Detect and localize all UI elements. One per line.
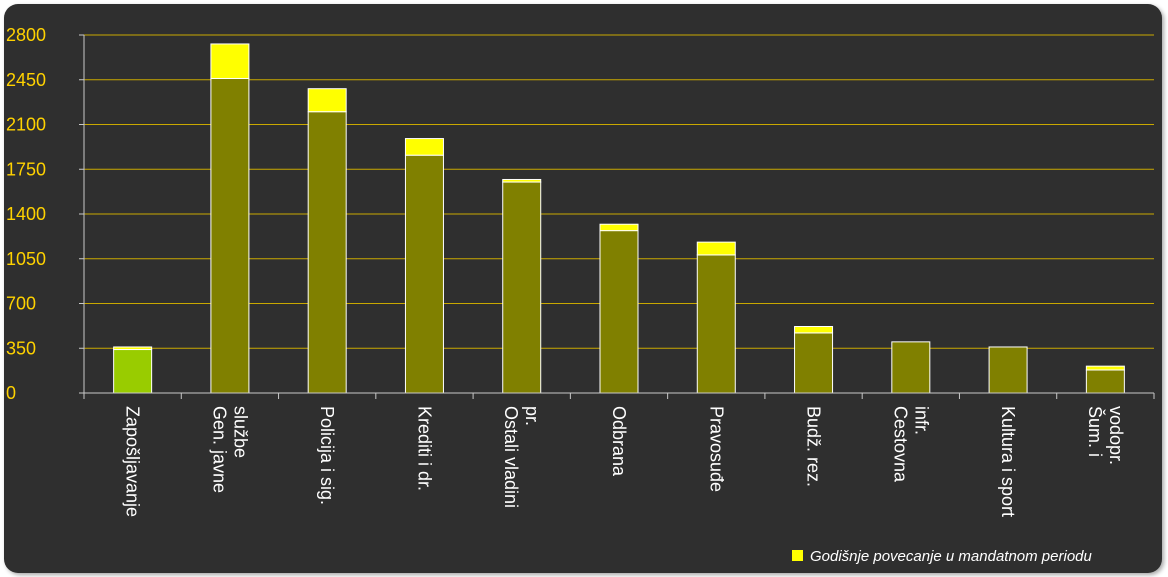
bar-increase	[210, 43, 250, 79]
bar-base	[1085, 369, 1125, 394]
category-label: Policija i sig.	[317, 406, 337, 505]
category-label-line: Budž. rez.	[804, 406, 824, 487]
category-label-line: Šum. i	[1085, 406, 1106, 457]
category-label-line: Kultura i sport	[998, 406, 1018, 517]
category-labels: Zapošljavanje Gen. javneslužbe Policija i …	[123, 406, 1126, 517]
legend: Godišnje povecanje u mandatnom periodu	[792, 548, 1093, 565]
bar-increase	[696, 241, 736, 256]
category-label-line: Zapošljavanje	[123, 406, 143, 517]
category-label-line: službe	[230, 406, 250, 458]
bar-base	[794, 332, 834, 394]
bar-base	[988, 346, 1028, 394]
category-label-line: Gen. javne	[209, 406, 229, 493]
category-label: Zapošljavanje	[123, 406, 143, 517]
category-label: Ostali vladinipr.	[501, 406, 542, 508]
y-tick-label: 1400	[6, 204, 46, 224]
chart-panel: 0 350 700 1050 1400 1750 2100 2450 2800 Zapošlja…	[4, 4, 1162, 573]
bar-base	[307, 111, 347, 394]
legend-swatch	[792, 550, 803, 561]
bar-base	[891, 341, 931, 394]
bars	[113, 43, 1125, 394]
category-label: Gen. javneslužbe	[209, 406, 250, 493]
legend-label: Godišnje povecanje u mandatnom periodu	[810, 548, 1093, 565]
category-label-line: Odbrana	[609, 406, 629, 477]
category-label-line: Pravosuđe	[706, 406, 726, 492]
category-label-line: infr.	[911, 406, 931, 435]
bar-increase	[1085, 365, 1125, 371]
category-label: Cestovnainfr.	[890, 406, 931, 483]
category-label-line: Cestovna	[890, 406, 910, 483]
y-tick-label: 700	[6, 294, 36, 314]
y-tick-label: 2450	[6, 70, 46, 90]
category-label: Budž. rez.	[804, 406, 824, 487]
category-label-line: Ostali vladini	[501, 406, 521, 508]
bar-chart: 0 350 700 1050 1400 1750 2100 2450 2800 Zapošlja…	[6, 25, 1155, 565]
bar-increase	[404, 138, 444, 156]
category-label: Krediti i dr.	[414, 406, 434, 491]
bar-increase	[794, 326, 834, 334]
category-label-line: vodopr.	[1106, 406, 1126, 465]
y-tick-label: 350	[6, 338, 36, 358]
y-tick-label: 0	[6, 383, 16, 403]
bar-base	[599, 230, 639, 394]
bar-base	[502, 181, 542, 394]
y-tick-label: 1050	[6, 249, 46, 269]
category-label-line: Policija i sig.	[317, 406, 337, 505]
category-label: Odbrana	[609, 406, 629, 477]
category-label-line: Krediti i dr.	[414, 406, 434, 491]
bar-base	[696, 254, 736, 394]
category-label: Pravosuđe	[706, 406, 726, 492]
category-label: Kultura i sport	[998, 406, 1018, 517]
bar-increase	[599, 223, 639, 232]
bar-base	[404, 154, 444, 394]
axes	[79, 34, 1155, 399]
y-tick-labels: 0 350 700 1050 1400 1750 2100 2450 2800	[6, 25, 46, 403]
category-label-line: pr.	[522, 406, 542, 426]
bar-base	[113, 349, 153, 394]
bar-base	[210, 77, 250, 394]
bar-increase	[502, 178, 542, 183]
y-tick-label: 2800	[6, 25, 46, 45]
bar-increase	[113, 346, 153, 351]
bar-increase	[307, 88, 347, 113]
category-label: Šum. ivodopr.	[1085, 406, 1126, 465]
y-tick-label: 2100	[6, 115, 46, 135]
y-tick-label: 1750	[6, 159, 46, 179]
